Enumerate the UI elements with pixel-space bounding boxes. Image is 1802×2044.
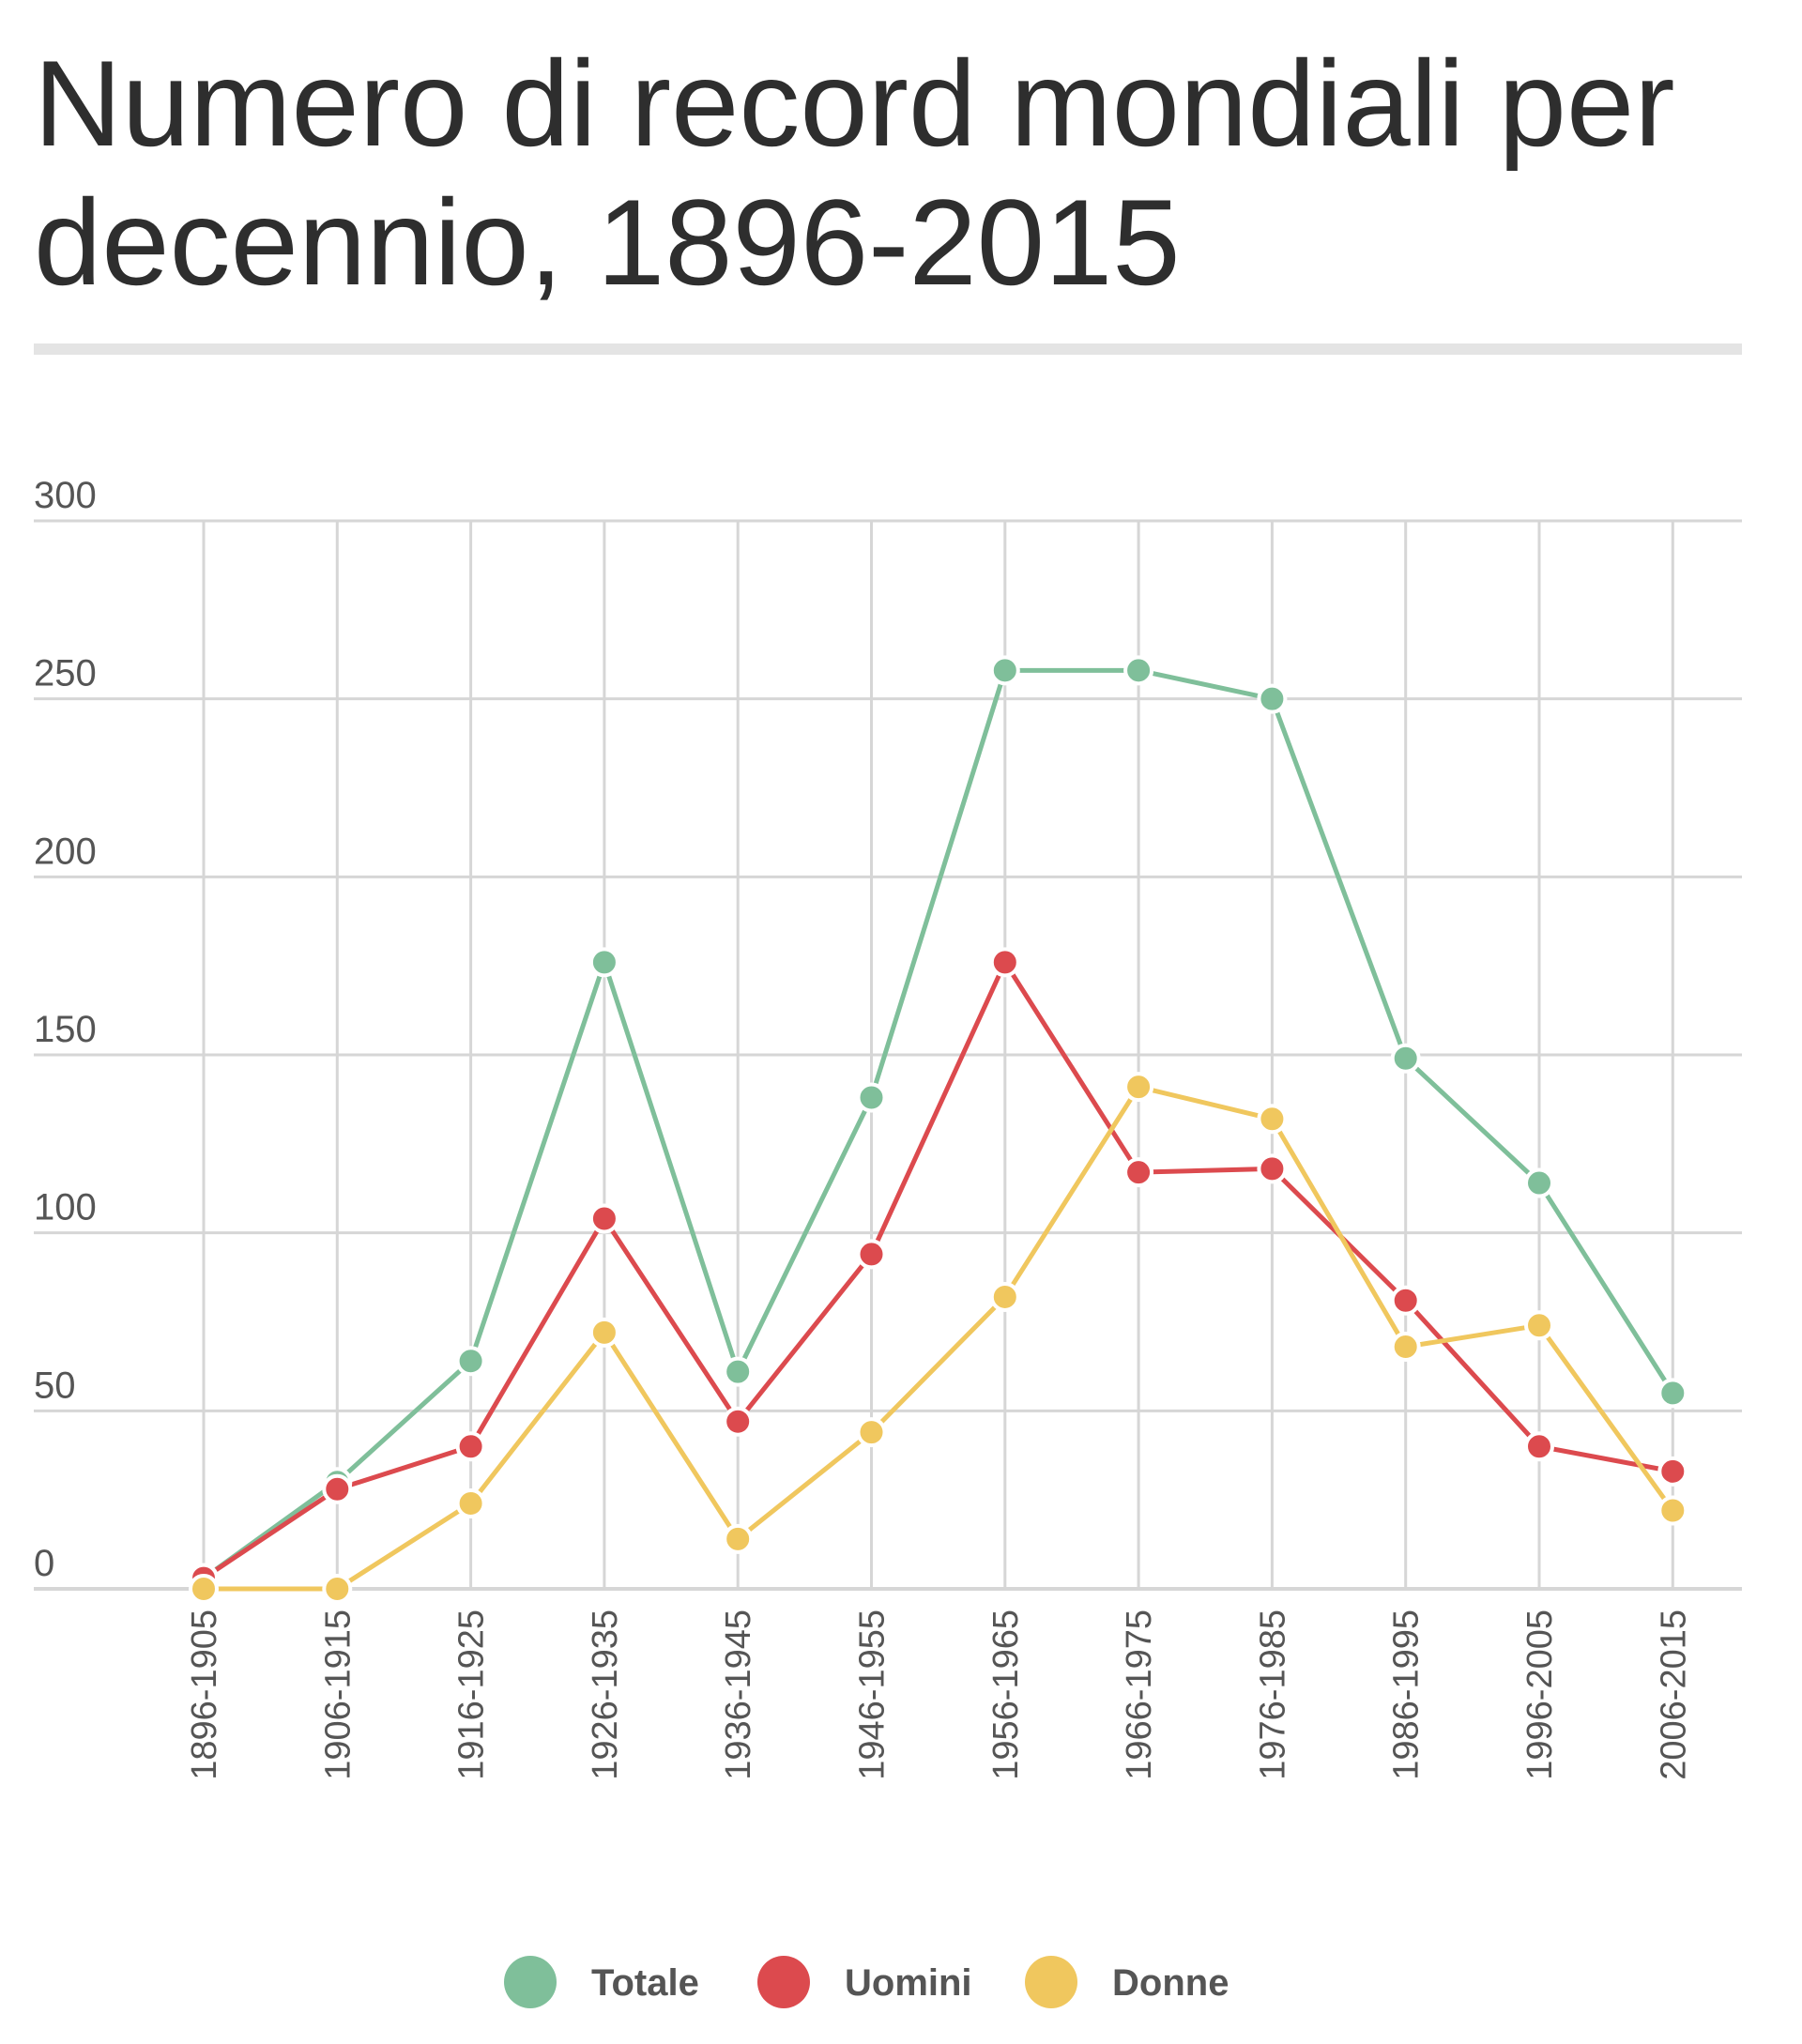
data-point-donne	[1524, 1310, 1554, 1341]
legend-label-uomini: Uomini	[845, 1962, 972, 2004]
data-point-uomini	[989, 947, 1020, 978]
title-divider	[34, 343, 1742, 355]
data-point-donne	[723, 1523, 754, 1554]
series-line-totale	[202, 667, 1675, 1580]
x-tick-label: 2006-2015	[1654, 1609, 1693, 1780]
data-point-donne	[189, 1574, 219, 1604]
data-point-uomini	[723, 1406, 754, 1437]
x-tick-label: 1966-1975	[1120, 1609, 1159, 1780]
legend-label-donne: Donne	[1112, 1962, 1229, 2004]
legend: Totale Uomini Donne	[504, 1956, 1229, 2008]
data-point-donne	[989, 1281, 1020, 1312]
x-tick-label: 1926-1935	[586, 1609, 625, 1780]
x-axis-ticks: 1896-1905 1906-1915 1916-1925 1926-1935 1936…	[185, 1609, 1693, 1780]
data-point-totale	[588, 947, 619, 978]
data-point-totale	[989, 655, 1020, 686]
y-tick-label: 250	[34, 653, 97, 694]
data-point-totale	[1257, 683, 1288, 714]
legend-swatch-totale	[504, 1956, 557, 2008]
data-point-totale	[723, 1356, 754, 1387]
data-point-uomini	[455, 1431, 486, 1462]
data-point-uomini	[856, 1239, 887, 1270]
series-lines	[202, 667, 1675, 1592]
y-tick-label: 200	[34, 831, 97, 872]
x-tick-label: 1896-1905	[185, 1609, 224, 1780]
y-tick-label: 150	[34, 1009, 97, 1050]
y-tick-label: 300	[34, 475, 97, 516]
series-points	[189, 655, 1688, 1604]
x-tick-label: 1936-1945	[719, 1609, 758, 1780]
x-tick-label: 1996-2005	[1520, 1609, 1560, 1780]
data-point-totale	[1123, 655, 1154, 686]
data-point-uomini	[1657, 1456, 1688, 1487]
chart-title: Numero di record mondiali per decennio, …	[34, 35, 1675, 311]
data-point-totale	[1524, 1167, 1554, 1198]
series-line-uomini	[202, 959, 1673, 1580]
data-point-donne	[322, 1574, 353, 1604]
data-point-donne	[1123, 1072, 1154, 1103]
legend-swatch-donne	[1025, 1956, 1077, 2008]
data-point-totale	[1390, 1043, 1421, 1074]
data-point-donne	[1390, 1332, 1421, 1363]
x-tick-label: 1986-1995	[1387, 1609, 1427, 1780]
x-tick-label: 1946-1955	[853, 1609, 893, 1780]
data-point-totale	[1657, 1378, 1688, 1409]
data-point-uomini	[588, 1203, 619, 1234]
y-axis-ticks: 0 50 100 150 200 250 300	[34, 475, 97, 1584]
y-tick-label: 50	[34, 1365, 76, 1406]
data-point-totale	[856, 1082, 887, 1113]
legend-swatch-uomini	[757, 1956, 810, 2008]
data-point-uomini	[1123, 1157, 1154, 1188]
data-point-uomini	[1257, 1153, 1288, 1184]
data-point-uomini	[1524, 1431, 1554, 1462]
data-point-totale	[455, 1346, 486, 1377]
data-point-donne	[1657, 1495, 1688, 1526]
y-tick-label: 100	[34, 1187, 97, 1228]
data-point-uomini	[322, 1473, 353, 1504]
grid	[34, 519, 1742, 1591]
x-tick-label: 1976-1985	[1253, 1609, 1292, 1780]
x-tick-label: 1916-1925	[452, 1609, 492, 1780]
series-line-donne	[204, 1084, 1675, 1592]
data-point-donne	[856, 1417, 887, 1448]
data-point-donne	[588, 1317, 619, 1348]
x-tick-label: 1906-1915	[318, 1609, 358, 1780]
data-point-donne	[455, 1487, 486, 1518]
data-point-uomini	[1390, 1285, 1421, 1316]
legend-label-totale: Totale	[591, 1962, 699, 2004]
x-tick-label: 1956-1965	[986, 1609, 1026, 1780]
y-tick-label: 0	[34, 1543, 54, 1584]
data-point-donne	[1257, 1104, 1288, 1135]
